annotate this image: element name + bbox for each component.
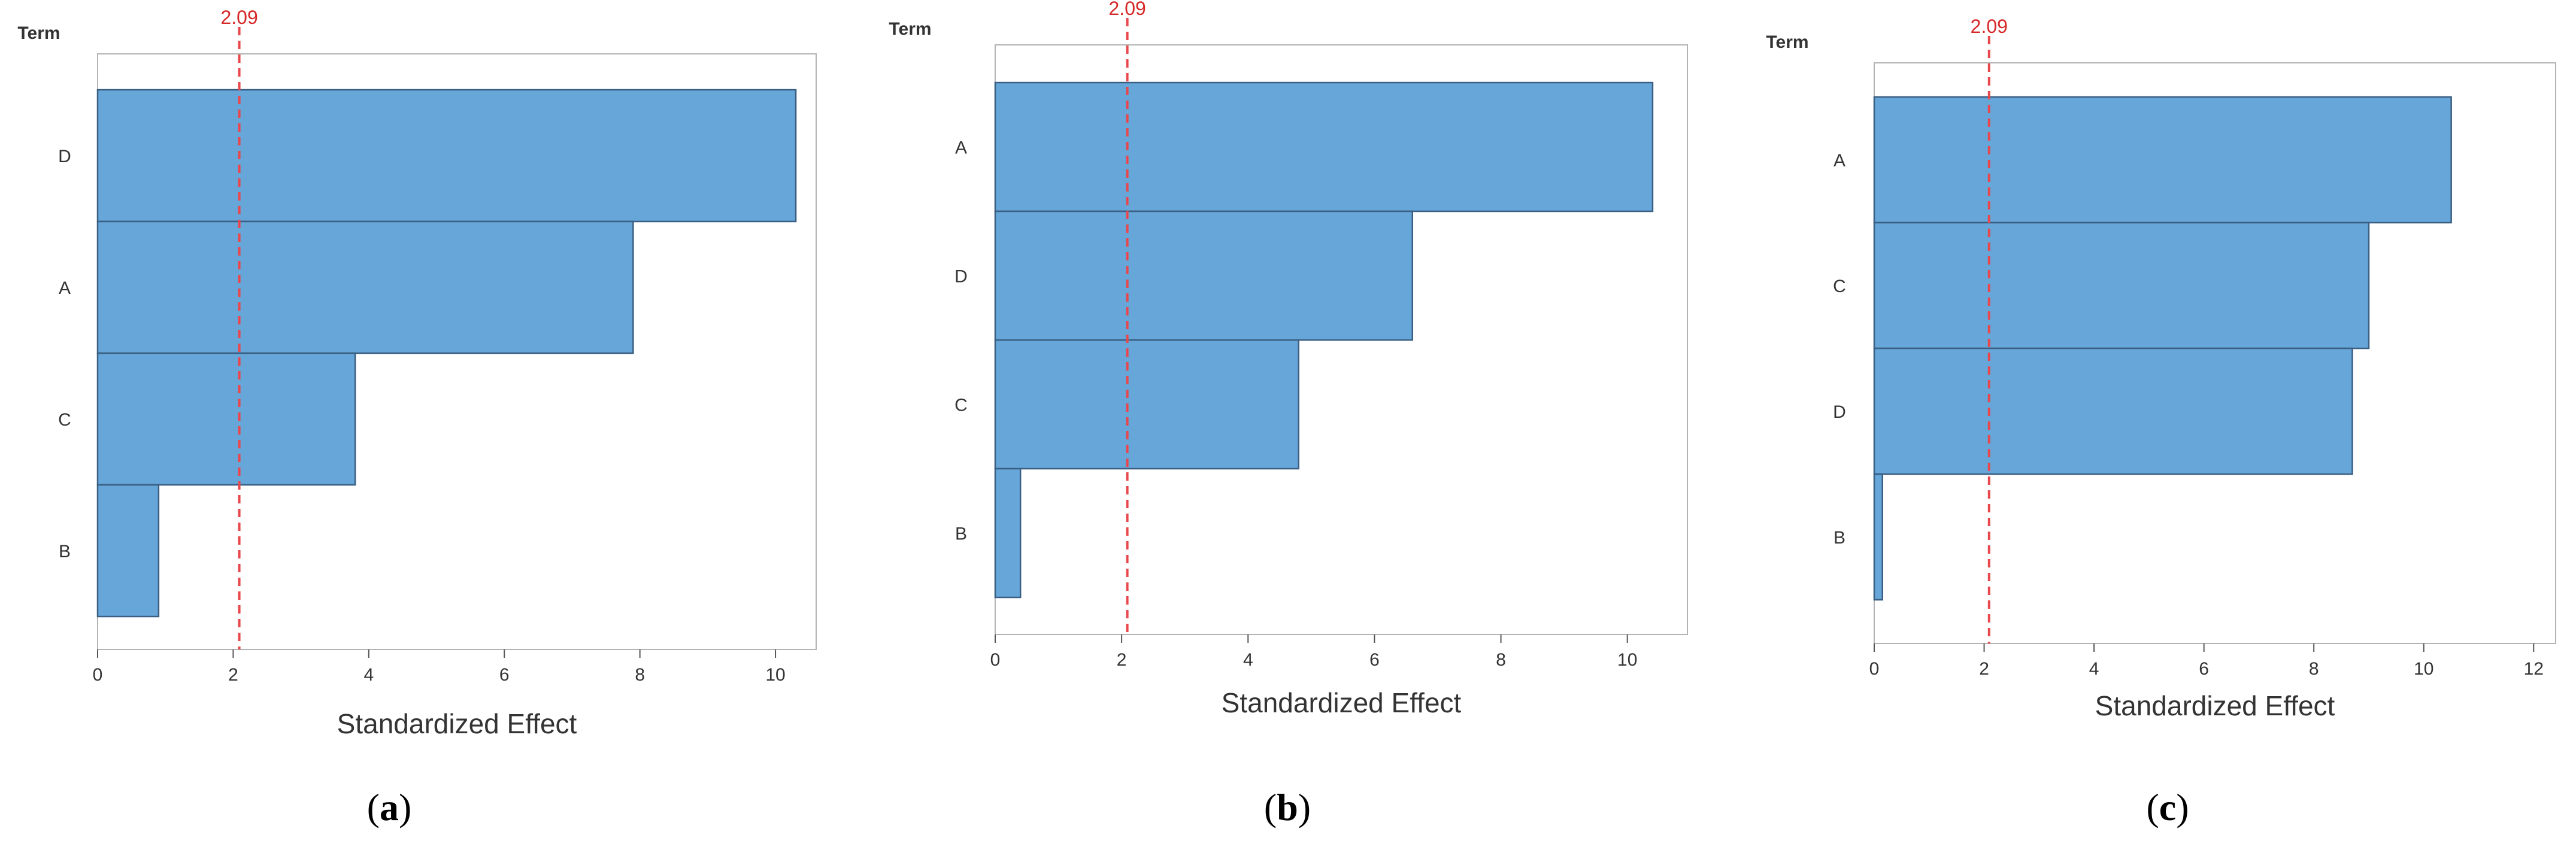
y-axis-title: Term <box>1766 32 1808 52</box>
category-label-c: C <box>58 410 71 430</box>
x-tick-label: 10 <box>765 665 785 685</box>
category-label-a: A <box>1833 151 1845 171</box>
x-tick-label: 8 <box>1496 650 1506 670</box>
x-tick-label: 2 <box>1979 659 1989 679</box>
x-tick-label: 6 <box>499 665 510 685</box>
reference-line-label: 2.09 <box>1971 16 2008 37</box>
x-tick-label: 8 <box>635 665 645 685</box>
bar-d <box>994 210 1414 341</box>
bar-b <box>1873 473 1884 601</box>
category-label-c: C <box>1833 277 1846 296</box>
x-tick-label: 12 <box>2524 659 2544 679</box>
bar-c <box>96 352 356 486</box>
bar-d <box>1873 347 2353 475</box>
reference-line-label: 2.09 <box>220 7 257 28</box>
x-tick-label: 6 <box>2199 659 2209 679</box>
x-tick-label: 2 <box>1117 650 1127 670</box>
x-axis-title: Standardized Effect <box>1222 687 1462 718</box>
panel-caption: (c) <box>2146 786 2189 828</box>
x-tick-label: 0 <box>1869 659 1880 679</box>
category-label-a: A <box>59 278 71 298</box>
y-axis-title: Term <box>889 19 931 39</box>
x-tick-label: 4 <box>1243 650 1253 670</box>
category-label-a: A <box>955 138 967 158</box>
bar-c <box>1873 221 2370 350</box>
panel-caption: (b) <box>1264 786 1311 828</box>
x-axis-title: Standardized Effect <box>2095 690 2335 721</box>
y-axis-title: Term <box>17 23 60 43</box>
category-label-d: D <box>954 267 968 287</box>
x-tick-label: 4 <box>363 665 374 685</box>
x-tick-label: 2 <box>228 665 238 685</box>
bar-d <box>96 89 797 223</box>
bar-c <box>994 339 1299 470</box>
bar-b <box>994 468 1022 599</box>
x-tick-label: 0 <box>990 650 1001 670</box>
panel-caption: (a) <box>367 786 412 828</box>
x-tick-label: 8 <box>2309 659 2319 679</box>
bar-b <box>96 484 160 618</box>
x-tick-label: 10 <box>1617 650 1637 670</box>
x-tick-label: 0 <box>93 665 103 685</box>
bar-a <box>994 81 1654 212</box>
x-tick-label: 4 <box>2089 659 2099 679</box>
category-label-d: D <box>58 147 71 166</box>
category-label-b: B <box>955 524 967 544</box>
x-tick-label: 10 <box>2414 659 2433 679</box>
category-label-d: D <box>1833 402 1846 422</box>
x-tick-label: 6 <box>1369 650 1380 670</box>
category-label-c: C <box>954 396 968 415</box>
category-label-b: B <box>59 542 71 561</box>
bar-a <box>96 220 634 354</box>
x-axis-title: Standardized Effect <box>337 708 577 739</box>
category-label-b: B <box>1833 528 1845 548</box>
reference-line-label: 2.09 <box>1109 0 1146 19</box>
bar-a <box>1873 96 2452 224</box>
